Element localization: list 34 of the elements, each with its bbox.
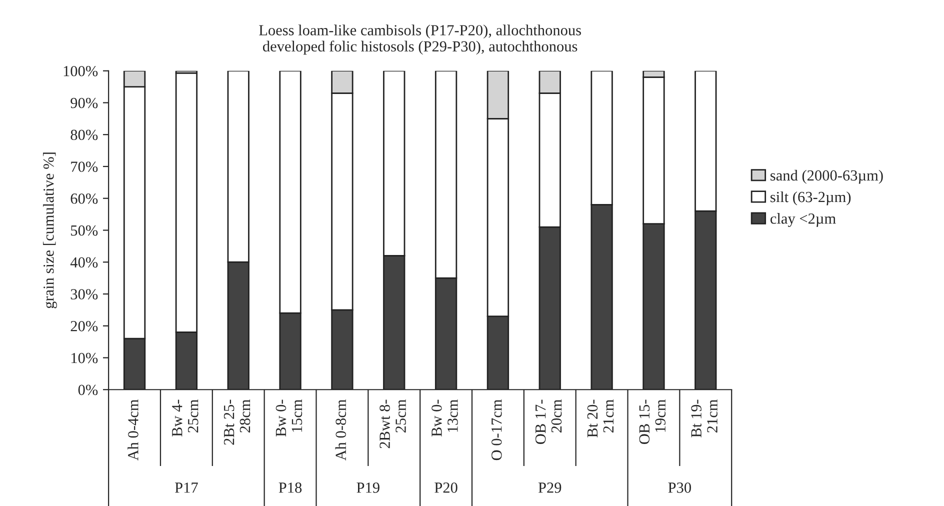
y-tick-label: 90% [70, 98, 98, 108]
x-tick-label: Bw 0- 15cm [276, 399, 302, 437]
x-tick-label: 2Bwt 8- 25cm [380, 399, 406, 448]
x-tick-label: O 0-17cm [491, 399, 502, 460]
text: P29 [538, 482, 562, 493]
y-tick-label: 100% [64, 66, 98, 76]
x-tick-label: OB 15- 19cm [639, 399, 666, 444]
y-tick-label: 20% [70, 321, 98, 332]
x-tick-label: OB 17- 20cm [535, 399, 562, 444]
y-tick-label: 80% [70, 130, 98, 140]
legend-label: sand (2000-63µm) [770, 170, 883, 184]
text: P18 [278, 482, 302, 493]
y-tick-label: 50% [71, 225, 98, 236]
legend-label: silt (63-2µm) [770, 191, 851, 206]
x-tick-label: 2Bt 25- 28cm [224, 399, 250, 445]
x-tick-label: Bt 20- 21cm [587, 399, 614, 438]
chart-title: Loess loam-like cambisols (P17-P20), allochthonous developed folic histosols (P29-P30), autochthonous [259, 24, 581, 55]
x-tick-label: Bw 0- 13cm [432, 399, 458, 437]
y-tick-label: 40% [70, 257, 98, 268]
y-tick-label: 70% [71, 162, 98, 172]
x-tick-label: Ah 0-8cm [335, 399, 346, 461]
text: P19 [356, 482, 380, 493]
y-axis-title: grain size [cumulative %] [43, 152, 57, 308]
text: P30 [668, 482, 691, 493]
x-tick-label: Ah 0-4cm [128, 399, 138, 461]
y-tick-label: 60% [70, 193, 98, 204]
y-tick-label: 30% [70, 289, 98, 300]
text: P17 [174, 482, 198, 493]
y-tick-label: 10% [71, 352, 98, 364]
x-tick-label: Bt 19- 21cm [691, 399, 718, 438]
text: P20 [434, 482, 458, 493]
y-tick-label: 0% [78, 384, 98, 396]
x-tick-label: Bw 4- 25cm [172, 399, 198, 437]
legend-label: clay <2µm [770, 213, 836, 227]
